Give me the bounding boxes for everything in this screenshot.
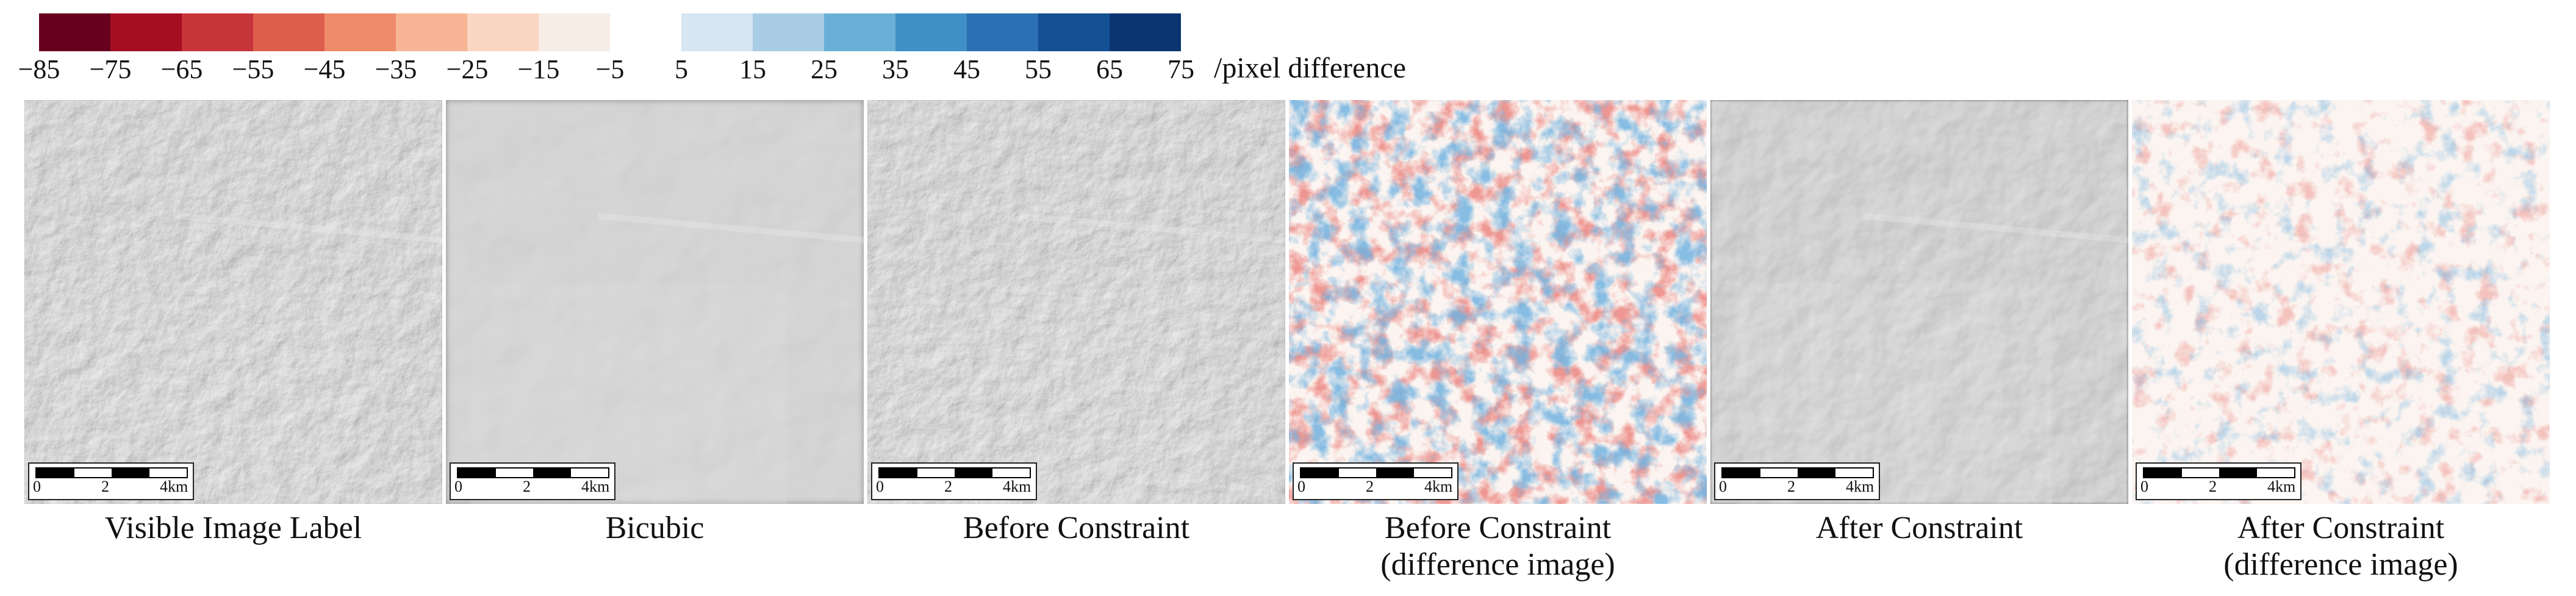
scale-bar-label-0: 0 bbox=[33, 478, 41, 495]
colorbar-tick-label: −85 bbox=[18, 54, 60, 84]
scale-bar-strip bbox=[35, 467, 188, 478]
colorbar-tick-label: −35 bbox=[375, 54, 417, 84]
colorbar-swatch bbox=[39, 13, 110, 51]
scale-bar-label-2: 2 bbox=[1366, 478, 1374, 495]
scale-bar-label-4km: 4km bbox=[1003, 478, 1031, 495]
colorbar-swatch bbox=[467, 13, 539, 51]
colorbar-swatch bbox=[824, 13, 895, 51]
caption-line: Before Constraint bbox=[1384, 511, 1612, 545]
colorbar-swatch bbox=[182, 13, 253, 51]
scale-bar-label-2: 2 bbox=[2209, 478, 2217, 495]
colorbar-swatch bbox=[110, 13, 182, 51]
caption-visible-image-label: Visible Image Label bbox=[24, 510, 442, 547]
caption-after-constraint: After Constraint bbox=[1710, 510, 2128, 547]
panel-after-constraint-difference: 0 2 4km bbox=[2132, 100, 2550, 504]
colorbar-tick-label: 5 bbox=[675, 54, 688, 84]
colorbar-swatch bbox=[967, 13, 1038, 51]
scale-bar-label-4km: 4km bbox=[2267, 478, 2296, 495]
scale-bar-label-0: 0 bbox=[1719, 478, 1727, 495]
panel-bicubic: 0 2 4km bbox=[446, 100, 864, 504]
colorbar-tick-label: 25 bbox=[811, 54, 838, 84]
colorbar-tick-label: −15 bbox=[517, 54, 560, 84]
caption-line: Bicubic bbox=[605, 511, 705, 545]
caption-after-constraint-difference: After Constraint (difference image) bbox=[2132, 510, 2550, 583]
panel-visible-image-label: 0 2 4km bbox=[24, 100, 442, 504]
colorbar-swatch bbox=[681, 13, 753, 51]
colorbar-swatch bbox=[895, 13, 967, 51]
caption-line: After Constraint bbox=[1815, 511, 2023, 545]
colorbar-tick-label: 65 bbox=[1096, 54, 1123, 84]
colorbar-swatch bbox=[539, 13, 610, 51]
colorbar-tick-label: −75 bbox=[89, 54, 132, 84]
scale-bar-label-0: 0 bbox=[2140, 478, 2148, 495]
colorbar-tick-label: −45 bbox=[303, 54, 346, 84]
caption-line: Visible Image Label bbox=[104, 511, 362, 545]
colorbar-tick-label: −25 bbox=[446, 54, 489, 84]
caption-line: Before Constraint bbox=[963, 511, 1190, 545]
scale-bar-label-0: 0 bbox=[454, 478, 462, 495]
colorbar-tick-label: −5 bbox=[595, 54, 625, 84]
caption-bicubic: Bicubic bbox=[446, 510, 864, 547]
caption-line: After Constraint bbox=[2237, 511, 2445, 545]
scale-bar-label-0: 0 bbox=[1297, 478, 1305, 495]
scale-bar-label-4km: 4km bbox=[1424, 478, 1453, 495]
scale-bar-label-2: 2 bbox=[1787, 478, 1795, 495]
scale-bar-label-4km: 4km bbox=[160, 478, 188, 495]
caption-before-constraint-difference: Before Constraint (difference image) bbox=[1289, 510, 1707, 583]
scale-bar: 0 2 4km bbox=[871, 462, 1037, 500]
colorbar-swatch bbox=[253, 13, 325, 51]
caption-before-constraint: Before Constraint bbox=[867, 510, 1285, 547]
scale-bar-label-2: 2 bbox=[101, 478, 109, 495]
colorbar-tick-label: 55 bbox=[1025, 54, 1052, 84]
colorbar-tick-label: 15 bbox=[739, 54, 766, 84]
scale-bar-strip bbox=[878, 467, 1031, 478]
scale-bar-strip bbox=[1300, 467, 1452, 478]
colorbar-tick-label: 75 bbox=[1168, 54, 1194, 84]
colorbar-swatch bbox=[325, 13, 396, 51]
colorbar-swatch bbox=[396, 13, 467, 51]
colorbar-unit-label: /pixel difference bbox=[1214, 52, 1406, 84]
panel-before-constraint: 0 2 4km bbox=[867, 100, 1285, 504]
scale-bar: 0 2 4km bbox=[1714, 462, 1880, 500]
colorbar-tick-label: 35 bbox=[882, 54, 909, 84]
colorbar-tick-label: −55 bbox=[232, 54, 274, 84]
caption-line: (difference image) bbox=[1380, 547, 1615, 582]
scale-bar-strip bbox=[457, 467, 609, 478]
colorbar-positive bbox=[681, 13, 1181, 51]
colorbar-tick-label: 45 bbox=[953, 54, 980, 84]
colorbar-swatch bbox=[1110, 13, 1181, 51]
colorbar-swatch bbox=[1038, 13, 1110, 51]
scale-bar-label-2: 2 bbox=[944, 478, 952, 495]
scale-bar: 0 2 4km bbox=[2136, 462, 2302, 500]
scale-bar-label-4km: 4km bbox=[581, 478, 610, 495]
colorbar-negative bbox=[39, 13, 610, 51]
scale-bar: 0 2 4km bbox=[450, 462, 615, 500]
scale-bar-label-2: 2 bbox=[523, 478, 531, 495]
scale-bar: 0 2 4km bbox=[28, 462, 194, 500]
scale-bar: 0 2 4km bbox=[1293, 462, 1458, 500]
colorbar-swatch bbox=[753, 13, 824, 51]
scale-bar-strip bbox=[1721, 467, 1874, 478]
scale-bar-label-0: 0 bbox=[876, 478, 884, 495]
scale-bar-label-4km: 4km bbox=[1846, 478, 1875, 495]
scale-bar-strip bbox=[2143, 467, 2295, 478]
colorbar-tick-label: −65 bbox=[160, 54, 203, 84]
caption-line: (difference image) bbox=[2223, 547, 2458, 582]
panel-before-constraint-difference: 0 2 4km bbox=[1289, 100, 1707, 504]
panel-after-constraint: 0 2 4km bbox=[1710, 100, 2128, 504]
